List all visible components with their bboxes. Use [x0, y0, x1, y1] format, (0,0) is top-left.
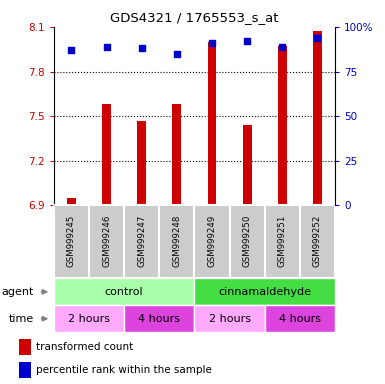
Text: GSM999252: GSM999252 — [313, 214, 322, 266]
Bar — [194, 278, 335, 305]
Bar — [229, 205, 265, 278]
Text: cinnamaldehyde: cinnamaldehyde — [218, 287, 311, 297]
Point — [69, 47, 75, 53]
Text: GSM999248: GSM999248 — [172, 214, 181, 266]
Bar — [264, 205, 300, 278]
Text: 2 hours: 2 hours — [209, 314, 251, 324]
Bar — [137, 121, 146, 205]
Point — [314, 35, 320, 41]
Text: 4 hours: 4 hours — [138, 314, 180, 324]
Point — [139, 45, 145, 51]
Bar — [19, 362, 30, 378]
Text: control: control — [105, 287, 144, 297]
Bar — [89, 205, 124, 278]
Bar — [54, 205, 89, 278]
Bar — [208, 42, 216, 205]
Title: GDS4321 / 1765553_s_at: GDS4321 / 1765553_s_at — [110, 11, 279, 24]
Text: 4 hours: 4 hours — [279, 314, 321, 324]
Text: time: time — [9, 314, 34, 324]
Text: GSM999247: GSM999247 — [137, 214, 146, 266]
Bar — [194, 205, 229, 278]
Text: GSM999249: GSM999249 — [208, 214, 216, 266]
Bar — [243, 125, 251, 205]
Bar — [278, 46, 287, 205]
Bar — [67, 198, 76, 205]
Text: transformed count: transformed count — [36, 342, 134, 352]
Bar — [124, 305, 194, 332]
Text: GSM999245: GSM999245 — [67, 214, 76, 266]
Text: GSM999246: GSM999246 — [102, 214, 111, 266]
Bar — [300, 205, 335, 278]
Bar — [172, 104, 181, 205]
Bar — [264, 305, 335, 332]
Text: 2 hours: 2 hours — [68, 314, 110, 324]
Bar — [159, 205, 194, 278]
Bar — [54, 278, 194, 305]
Point — [279, 43, 285, 50]
Text: percentile rank within the sample: percentile rank within the sample — [36, 365, 212, 375]
Bar — [313, 31, 322, 205]
Point — [209, 40, 215, 46]
Bar — [102, 104, 111, 205]
Text: GSM999250: GSM999250 — [243, 214, 252, 266]
Text: agent: agent — [2, 287, 34, 297]
Text: GSM999251: GSM999251 — [278, 214, 287, 266]
Point — [244, 38, 250, 44]
Bar — [194, 305, 265, 332]
Point — [174, 51, 180, 57]
Bar — [124, 205, 159, 278]
Point — [104, 43, 110, 50]
Bar — [54, 305, 124, 332]
Bar — [19, 339, 30, 355]
